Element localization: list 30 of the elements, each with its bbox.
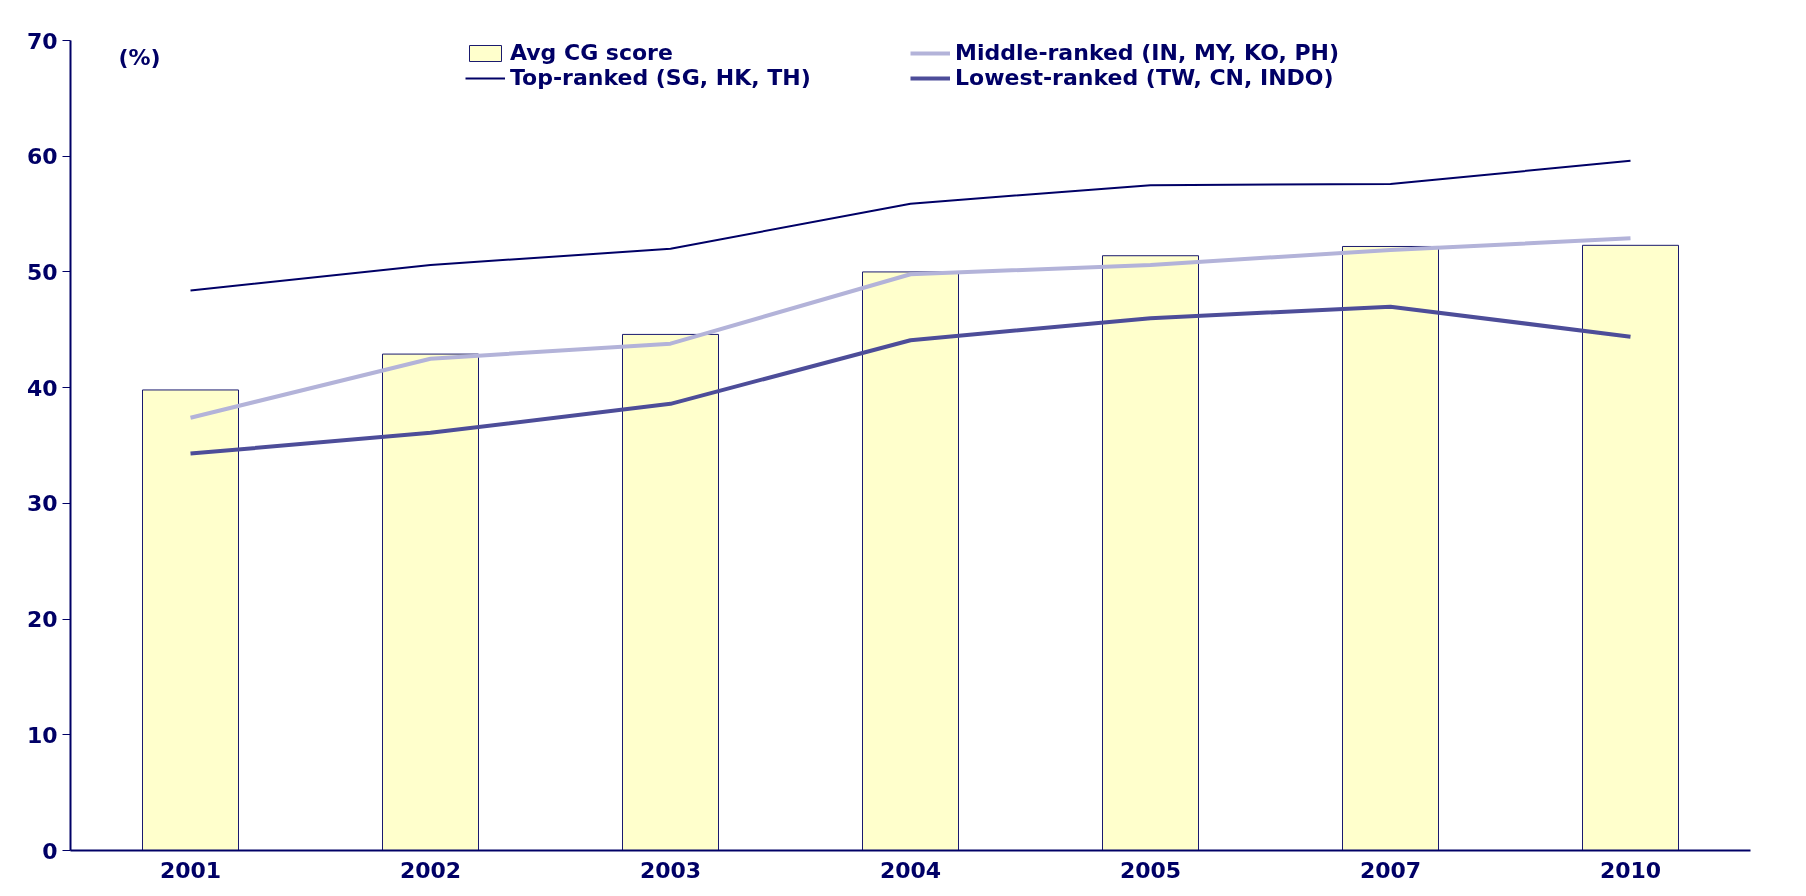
x-tick-label: 2007 [1359,857,1422,883]
line-series [188,236,1633,420]
bar [1582,244,1679,851]
y-tick-label: 60 [26,144,58,170]
x-tick-label: 2005 [1119,857,1182,883]
y-tick-label: 50 [26,259,58,285]
line-series [189,159,1632,292]
x-tick-label: 2010 [1599,857,1662,883]
x-tick-label: 2003 [639,857,702,883]
line-series [188,304,1633,456]
y-tick-label: 20 [26,607,58,633]
legend-label: Avg CG score [510,40,674,65]
x-tick-label: 2004 [879,857,942,883]
x-tick-label: 2002 [399,857,462,883]
y-tick-label: 0 [42,838,58,864]
bar [382,353,479,851]
y-tick-label: 30 [26,491,58,517]
bar [622,333,719,851]
bar [1102,255,1199,851]
y-tick-label: 40 [26,375,58,401]
bar [862,271,959,851]
legend-label: Middle-ranked (IN, MY, KO, PH) [955,40,1340,65]
y-tick-label: 70 [26,28,58,54]
y-axis-title: (%) [118,44,161,70]
bar [142,389,239,851]
bar [1342,245,1439,851]
legend-label: Top-ranked (SG, HK, TH) [510,65,812,90]
y-tick-label: 10 [26,722,58,748]
x-tick-label: 2001 [159,857,222,883]
legend-label: Lowest-ranked (TW, CN, INDO) [955,65,1335,90]
